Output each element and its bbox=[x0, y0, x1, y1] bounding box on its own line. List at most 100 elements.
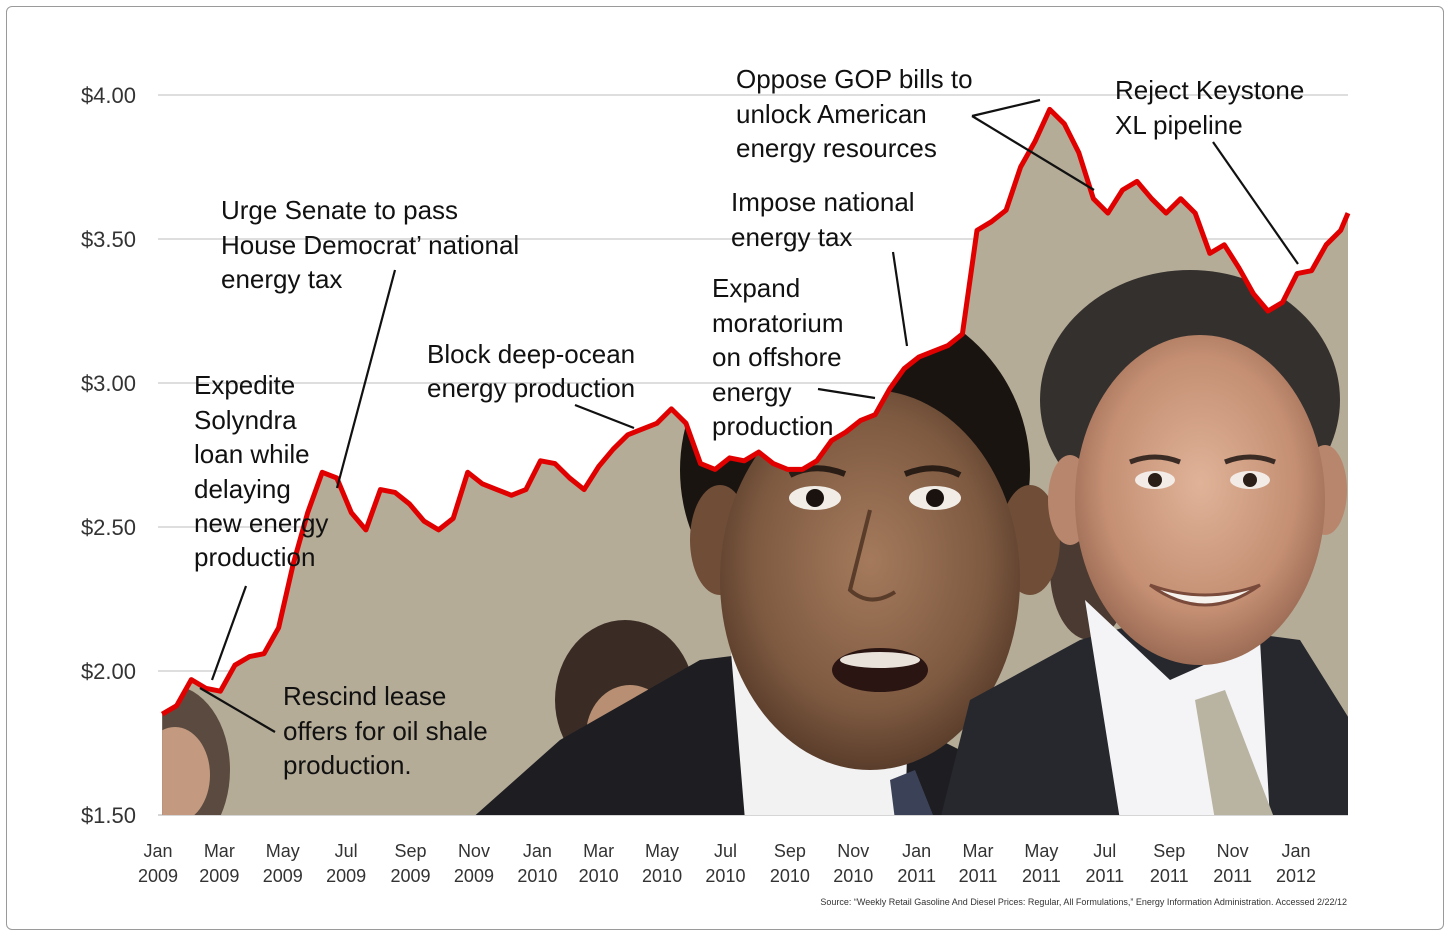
annotation-line: energy production bbox=[427, 373, 635, 403]
pointer-gop-bills-2 bbox=[971, 115, 1095, 191]
annotation-national-tax: Impose national energy tax bbox=[731, 187, 922, 252]
annotation-line: production. bbox=[283, 750, 412, 780]
x-tick-label: 2010 bbox=[705, 866, 745, 886]
annotation-line: production bbox=[194, 542, 315, 572]
person-one-tie bbox=[890, 770, 935, 815]
x-tick-label: 2011 bbox=[897, 866, 936, 886]
annotation-line: energy bbox=[712, 377, 792, 407]
person-two-smile bbox=[1149, 583, 1261, 607]
x-tick-label: 2009 bbox=[263, 866, 303, 886]
background-person-face bbox=[162, 727, 210, 815]
y-tick-label: $2.00 bbox=[81, 659, 136, 684]
x-tick-label: May bbox=[266, 841, 300, 861]
x-tick-label: 2011 bbox=[1022, 866, 1061, 886]
annotation-deep-ocean: Block deep-ocean energy production bbox=[427, 339, 642, 403]
annotation-keystone: Reject Keystone XL pipeline bbox=[1115, 75, 1312, 140]
x-tick-label: 2012 bbox=[1276, 866, 1316, 886]
annotation-line: House Democrat’ national bbox=[221, 230, 519, 260]
annotation-line: moratorium bbox=[712, 308, 843, 338]
x-tick-label: 2010 bbox=[642, 866, 682, 886]
x-tick-label: Mar bbox=[583, 841, 614, 861]
x-tick-label: Jul bbox=[714, 841, 737, 861]
annotation-line: on offshore bbox=[712, 342, 842, 372]
pointer-keystone bbox=[1212, 141, 1299, 265]
annotation-line: Solyndra bbox=[194, 405, 297, 435]
annotation-line: Urge Senate to pass bbox=[221, 195, 458, 225]
pointer-offshore bbox=[817, 387, 876, 400]
annotation-line: energy tax bbox=[731, 222, 852, 252]
annotation-solyndra: Expedite Solyndra loan while delaying ne… bbox=[194, 370, 336, 572]
annotation-line: offers for oil shale bbox=[283, 716, 488, 746]
person-one-teeth bbox=[840, 652, 920, 668]
x-tick-label: 2010 bbox=[579, 866, 619, 886]
x-tick-label: Mar bbox=[963, 841, 994, 861]
pointer-deep-ocean bbox=[574, 403, 635, 430]
x-tick-label: 2009 bbox=[199, 866, 239, 886]
x-tick-label: 2009 bbox=[326, 866, 366, 886]
y-tick-label: $4.00 bbox=[81, 83, 136, 108]
annotation-line: Block deep-ocean bbox=[427, 339, 635, 369]
annotation-senate-tax: Urge Senate to pass House Democrat’ nati… bbox=[221, 195, 526, 294]
person-one-brow-right bbox=[903, 465, 962, 478]
person-two-tie bbox=[1195, 690, 1275, 815]
price-line bbox=[160, 106, 1351, 717]
annotation-gop-bills: Oppose GOP bills to unlock American ener… bbox=[736, 64, 980, 163]
x-tick-label: 2011 bbox=[1150, 866, 1189, 886]
x-tick-label: 2010 bbox=[517, 866, 557, 886]
y-tick-label: $1.50 bbox=[81, 803, 136, 828]
annotation-line: delaying bbox=[194, 474, 291, 504]
annotation-line: new energy bbox=[194, 508, 328, 538]
x-tick-label: Jul bbox=[1093, 841, 1116, 861]
annotation-pointers bbox=[199, 98, 1299, 733]
x-tick-label: Jan bbox=[523, 841, 552, 861]
annotation-line: Rescind lease bbox=[283, 681, 446, 711]
x-tick-label: Nov bbox=[458, 841, 490, 861]
x-tick-label: May bbox=[645, 841, 679, 861]
annotation-line: XL pipeline bbox=[1115, 110, 1243, 140]
x-tick-label: Jan bbox=[902, 841, 931, 861]
person-one-pupil-left bbox=[806, 489, 824, 507]
x-tick-label: 2010 bbox=[833, 866, 873, 886]
person-two-pupil-left bbox=[1148, 473, 1162, 487]
pointer-oil-shale bbox=[199, 687, 276, 733]
x-axis-ticks: Jan 2009 Mar 2009 May 2009 Jul 2009 Sep 2009 Nov 20… bbox=[138, 841, 1316, 886]
annotation-line: Reject Keystone bbox=[1115, 75, 1304, 105]
person-one-face bbox=[720, 390, 1020, 770]
annotation-line: energy tax bbox=[221, 264, 342, 294]
y-tick-label: $2.50 bbox=[81, 515, 136, 540]
pointer-senate-tax bbox=[335, 269, 397, 489]
annotation-offshore: Expand moratorium on offshore energy pro… bbox=[712, 273, 851, 441]
pointer-gop-bills-1 bbox=[971, 98, 1041, 118]
annotation-line: loan while bbox=[194, 439, 310, 469]
x-tick-label: Nov bbox=[837, 841, 869, 861]
y-tick-label: $3.50 bbox=[81, 227, 136, 252]
annotation-oil-shale: Rescind lease offers for oil shale produ… bbox=[283, 681, 495, 780]
x-tick-label: 2010 bbox=[770, 866, 810, 886]
annotation-line: Expand bbox=[712, 273, 800, 303]
person-two-face bbox=[1075, 335, 1325, 665]
x-tick-label: 2009 bbox=[454, 866, 494, 886]
annotation-line: production bbox=[712, 411, 833, 441]
x-tick-label: Sep bbox=[395, 841, 427, 861]
x-tick-label: Mar bbox=[204, 841, 235, 861]
x-tick-label: Sep bbox=[1153, 841, 1185, 861]
x-tick-label: 2011 bbox=[1213, 866, 1252, 886]
person-one-brow-left bbox=[788, 465, 847, 478]
x-tick-label: Jan bbox=[1282, 841, 1311, 861]
person-one-nose bbox=[847, 509, 897, 602]
x-tick-label: 2011 bbox=[959, 866, 998, 886]
y-tick-label: $3.00 bbox=[81, 371, 136, 396]
x-tick-label: Jul bbox=[335, 841, 358, 861]
x-tick-label: 2011 bbox=[1085, 866, 1124, 886]
person-two-brow-left bbox=[1129, 454, 1181, 465]
person-two-pupil-right bbox=[1243, 473, 1257, 487]
annotation-line: Expedite bbox=[194, 370, 295, 400]
annotation-line: energy resources bbox=[736, 133, 937, 163]
person-two-brow-right bbox=[1224, 454, 1276, 465]
x-tick-label: Jan bbox=[143, 841, 172, 861]
person-one-pupil-right bbox=[926, 489, 944, 507]
x-tick-label: May bbox=[1024, 841, 1058, 861]
x-tick-label: Sep bbox=[774, 841, 806, 861]
x-tick-label: 2009 bbox=[391, 866, 431, 886]
